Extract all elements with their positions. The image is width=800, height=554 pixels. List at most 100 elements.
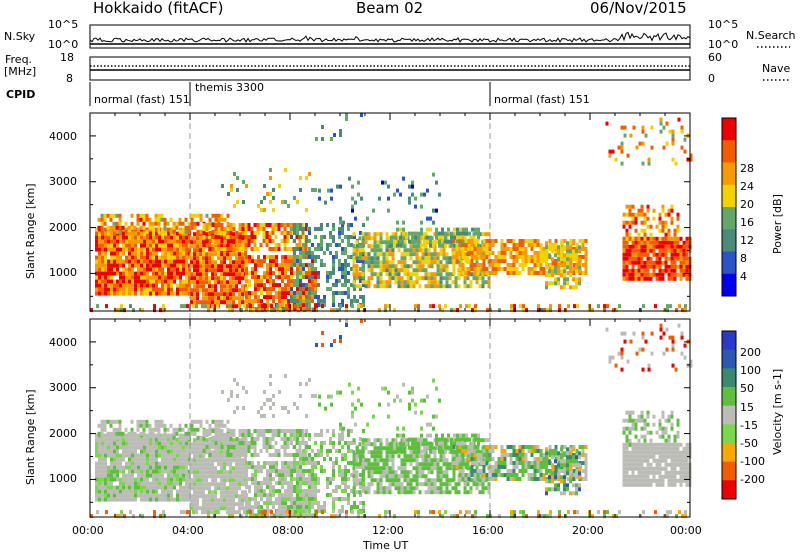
heatmap-cell (155, 453, 158, 458)
heatmap-cell (119, 457, 122, 462)
heatmap-cell (506, 263, 510, 267)
heatmap-cell (355, 470, 359, 475)
heatmap-cell (193, 462, 196, 467)
heatmap-cell (202, 231, 206, 235)
heatmap-cell (341, 263, 344, 267)
heatmap-cell (196, 213, 200, 218)
heatmap-cell (119, 259, 122, 264)
heatmap-cell (253, 247, 257, 251)
heatmap-cell (354, 216, 357, 221)
heatmap-cell (308, 291, 311, 295)
heatmap-cell (143, 275, 146, 280)
heatmap-cell (243, 304, 246, 309)
heatmap-cell (276, 304, 279, 309)
heatmap-cell (563, 257, 566, 262)
heatmap-cell (658, 260, 662, 265)
heatmap-cell (107, 465, 110, 470)
heatmap-cell (247, 445, 251, 449)
heatmap-cell (214, 239, 218, 243)
heatmap-cell (245, 461, 248, 466)
heatmap-cell (569, 285, 572, 290)
heatmap-cell (143, 441, 146, 446)
heatmap-cell (95, 441, 98, 446)
heatmap-cell (470, 255, 474, 259)
heatmap-cell (155, 457, 158, 462)
heatmap-cell (152, 481, 155, 486)
heatmap-cell (286, 235, 290, 239)
heatmap-cell (637, 248, 641, 253)
heatmap-cell (670, 220, 674, 225)
heatmap-cell (350, 299, 353, 303)
heatmap-cell (453, 235, 456, 240)
heatmap-cell (125, 445, 128, 450)
heatmap-cell (477, 243, 480, 248)
velocity-heatmap (90, 319, 693, 519)
heatmap-cell (524, 247, 528, 251)
heatmap-cell (226, 427, 230, 432)
heatmap-cell (482, 263, 486, 267)
heatmap-cell (98, 477, 101, 482)
heatmap-cell (290, 505, 293, 509)
heatmap-cell (232, 494, 235, 499)
heatmap-cell (463, 236, 467, 241)
heatmap-cell (220, 486, 223, 491)
heatmap-cell (361, 256, 365, 261)
heatmap-cell (217, 252, 220, 257)
heatmap-cell (658, 252, 662, 257)
heatmap-cell (530, 255, 534, 259)
heatmap-cell (275, 513, 278, 518)
heatmap-cell (424, 232, 428, 237)
heatmap-cell (238, 276, 241, 281)
heatmap-cell (293, 223, 296, 227)
heatmap-cell (299, 176, 302, 180)
heatmap-cell (429, 304, 432, 309)
heatmap-cell (143, 239, 146, 244)
heatmap-cell (158, 469, 161, 474)
heatmap-cell (217, 239, 221, 243)
heatmap-cell (646, 224, 650, 229)
heatmap-cell (339, 129, 342, 133)
heatmap-cell (661, 268, 665, 273)
heatmap-cell (629, 133, 633, 138)
heatmap-cell (575, 257, 578, 262)
heatmap-cell (167, 279, 170, 284)
heatmap-cell (415, 252, 419, 257)
heatmap-cell (385, 252, 389, 257)
heatmap-cell (220, 445, 224, 449)
heatmap-cell (196, 264, 199, 269)
heatmap-cell (299, 303, 302, 308)
heatmap-cell (244, 243, 248, 247)
heatmap-cell (178, 221, 182, 226)
heatmap-cell (388, 264, 392, 269)
heatmap-cell (104, 461, 107, 466)
heatmap-cell (679, 276, 683, 281)
heatmap-cell (131, 461, 134, 466)
heatmap-cell (424, 268, 428, 273)
heatmap-cell (557, 245, 560, 250)
heatmap-cell (211, 453, 215, 457)
heatmap-cell (182, 469, 185, 474)
heatmap-cell (304, 247, 308, 251)
heatmap-cell (278, 287, 281, 292)
heatmap-cell (266, 485, 269, 490)
heatmap-cell (658, 228, 662, 233)
heatmap-cell (620, 149, 624, 154)
heatmap-cell (220, 300, 223, 305)
heatmap-cell (164, 461, 167, 466)
heatmap-cell (338, 259, 341, 263)
heatmap-cell (170, 267, 173, 272)
heatmap-cell (232, 272, 235, 277)
heatmap-cell (190, 506, 193, 511)
heatmap-cell (193, 300, 196, 305)
heatmap-cell (158, 445, 161, 450)
heatmap-cell (112, 225, 116, 230)
heatmap-cell (314, 188, 317, 192)
heatmap-cell (417, 235, 420, 240)
heatmap-cell (149, 461, 152, 466)
heatmap-cell (262, 231, 266, 235)
heatmap-cell (457, 272, 461, 277)
heatmap-cell (417, 308, 420, 313)
heatmap-cell (578, 281, 581, 286)
heatmap-cell (558, 304, 561, 309)
heatmap-cell (211, 445, 215, 449)
